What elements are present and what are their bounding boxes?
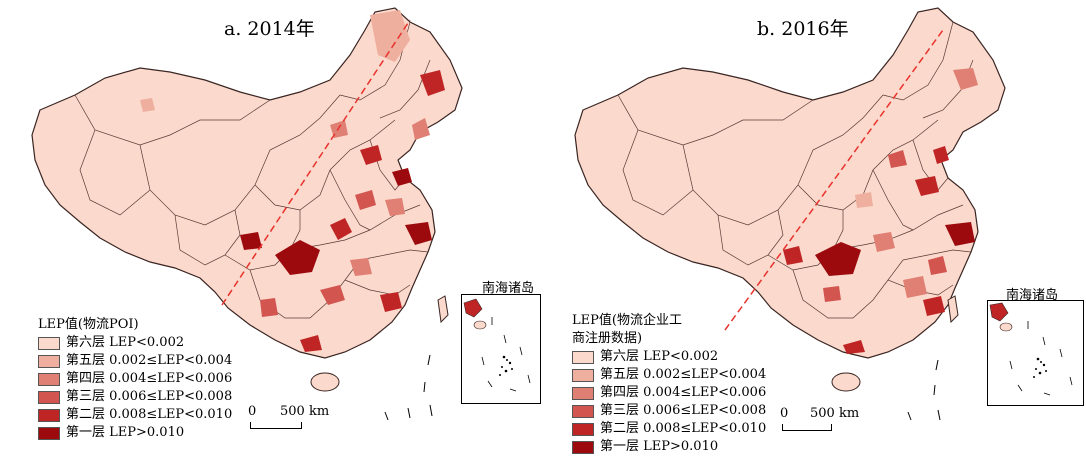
legend-swatch [572,404,594,418]
legend-item: 第三层 0.006≤LEP<0.008 [38,388,232,406]
legend-label: 第一层 LEP>0.010 [600,439,719,454]
legend-label: 第五层 0.002≤LEP<0.004 [66,353,233,368]
scale-line [250,422,302,429]
panel-title: b. 2016年 [757,18,849,40]
legend-rows: 第六层 LEP<0.002 第五层 0.002≤LEP<0.004 第四层 0.00… [38,334,232,442]
legend-item: 第四层 0.004≤LEP<0.006 [38,370,232,388]
scale-zero: 0 [780,406,789,421]
scale-label: 500 km [280,404,330,419]
scale-line [782,424,832,431]
legend-item: 第三层 0.006≤LEP<0.008 [572,402,766,420]
high-lep-regions [783,68,978,354]
legend-label: 第六层 LEP<0.002 [66,335,185,350]
legend-swatch [38,426,60,440]
legend-label: 第一层 LEP>0.010 [66,425,185,440]
legend-title: LEP值(物流企业工 商注册数据) [572,313,682,346]
legend-swatch [38,408,60,422]
inset-title: 南海诸岛 [482,281,535,296]
legend: LEP值(物流企业工 商注册数据) 第六层 LEP<0.002 第五层 0.002… [572,312,766,456]
legend-label: 第二层 0.008≤LEP<0.010 [66,407,233,422]
legend-item: 第五层 0.002≤LEP<0.004 [38,352,232,370]
legend-label: 第四层 0.004≤LEP<0.006 [600,385,767,400]
legend-swatch [38,372,60,386]
high-lep-regions [140,10,445,352]
legend-item: 第六层 LEP<0.002 [38,334,232,352]
scale-zero: 0 [248,404,257,419]
inset-map [463,298,531,392]
panel-title: a. 2014年 [224,18,315,40]
legend-swatch [572,386,594,400]
hainan-island [831,372,861,392]
inset-map [989,302,1073,396]
china-map-2016 [574,7,1006,421]
hu-line [724,29,944,331]
china-map-2014 [31,7,463,421]
south-china-sea-inset [461,294,541,404]
legend-item: 第六层 LEP<0.002 [572,348,766,366]
legend-item: 第五层 0.002≤LEP<0.004 [572,366,766,384]
legend-swatch [572,368,594,382]
legend-label: 第三层 0.006≤LEP<0.008 [66,389,233,404]
sea-boundary-dashes [384,354,433,421]
legend-swatch [572,350,594,364]
legend-label: 第三层 0.006≤LEP<0.008 [600,403,767,418]
taiwan-island [947,295,959,324]
legend-swatch [38,390,60,404]
legend-label: 第四层 0.004≤LEP<0.006 [66,371,233,386]
inset-title: 南海诸岛 [1006,288,1059,303]
legend-rows: 第六层 LEP<0.002 第五层 0.002≤LEP<0.004 第四层 0.00… [572,348,766,456]
legend-item: 第二层 0.008≤LEP<0.010 [38,406,232,424]
map-panel-2016: b. 2016年 LEP值(物流企业工 商注册数据) 第六层 LEP<0.002… [543,0,1086,454]
hainan-island [310,372,340,392]
legend-label: 第六层 LEP<0.002 [600,349,719,364]
south-china-sea-inset [987,300,1084,406]
legend-item: 第四层 0.004≤LEP<0.006 [572,384,766,402]
scale-label: 500 km [810,406,860,421]
legend-item: 第一层 LEP>0.010 [38,424,232,442]
map-panel-2014: a. 2014年 LEP值(物流POI) 第六层 LEP<0.002 第五层 0.… [0,0,543,452]
legend-item: 第二层 0.008≤LEP<0.010 [572,420,766,438]
taiwan-island [437,295,449,324]
legend-swatch [38,336,60,350]
china-outline [574,7,1006,359]
legend-swatch [572,422,594,436]
legend-swatch [38,354,60,368]
legend-label: 第二层 0.008≤LEP<0.010 [600,421,767,436]
legend-item: 第一层 LEP>0.010 [572,438,766,456]
legend-title: LEP值(物流POI) [38,317,139,332]
legend: LEP值(物流POI) 第六层 LEP<0.002 第五层 0.002≤LEP<0… [38,316,232,442]
hu-line [221,19,411,306]
sea-boundary-dashes [907,359,941,421]
legend-label: 第五层 0.002≤LEP<0.004 [600,367,767,382]
